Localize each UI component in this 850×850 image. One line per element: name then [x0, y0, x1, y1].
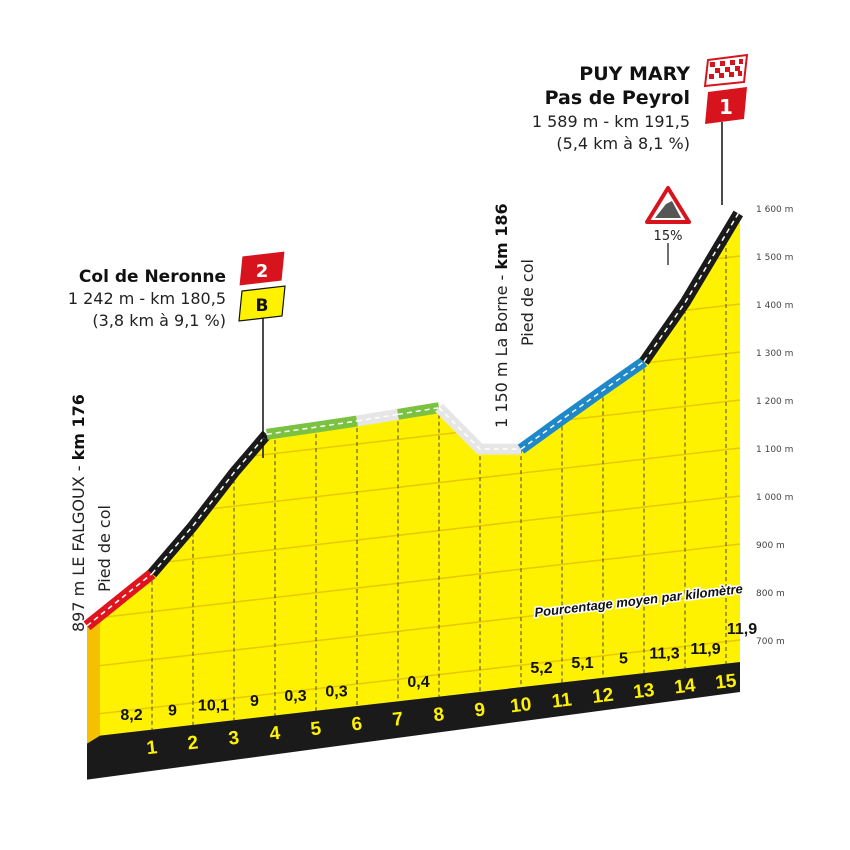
gridline	[100, 639, 740, 715]
grade-label: 0,3	[325, 683, 347, 700]
col-de-neronne-climb: (3,8 km à 9,1 %)	[92, 311, 226, 330]
y-tick-label: 700 m	[756, 637, 785, 647]
col-de-neronne-detail: 1 242 m - km 180,5	[68, 289, 226, 308]
profile-fill	[100, 213, 740, 736]
steep-gradient-warning-icon	[645, 186, 691, 224]
km-base-strip	[87, 662, 740, 780]
la-borne-annotation: 1 150 m La Borne - km 186 Pied de col	[492, 203, 537, 428]
y-tick-label: 800 m	[756, 589, 785, 599]
la-borne-label: 1 150 m La Borne -	[492, 270, 511, 428]
y-tick-label: 900 m	[756, 541, 785, 551]
bonus-b-flag-icon: B	[238, 285, 286, 322]
col-de-neronne-name: Col de Neronne	[79, 267, 226, 287]
svg-text:2: 2	[256, 261, 269, 282]
road-centerline	[397, 406, 440, 416]
y-tick-label: 1 500 m	[756, 253, 793, 263]
grade-label: 9	[250, 693, 259, 710]
km-tick-label: 3	[227, 728, 240, 750]
gridline	[100, 543, 740, 619]
start-foot-label: Pied de col	[95, 505, 114, 592]
km-tick-label: 5	[309, 718, 322, 740]
puy-mary-detail: 1 589 m - km 191,5	[532, 112, 690, 131]
category-2-flag-icon: 2	[238, 250, 286, 287]
la-borne-km: km 186	[492, 203, 511, 269]
svg-text:1: 1	[719, 95, 733, 119]
grade-label: 5,1	[571, 655, 593, 672]
svg-text:897 m LE FALGOUX - km 176: 897 m LE FALGOUX - km 176	[69, 394, 88, 632]
road-centerline	[266, 420, 358, 436]
km-tick-label: 2	[186, 732, 199, 754]
road-centerline	[151, 433, 268, 575]
svg-text:1 150 m La Borne - km 186: 1 150 m La Borne - km 186	[492, 203, 511, 428]
road-centerline	[86, 573, 153, 627]
km-tick-label: 8	[432, 704, 445, 726]
grade-label: 0,4	[407, 674, 429, 691]
grade-label: 5	[619, 650, 628, 667]
km-tick-label: 14	[673, 675, 697, 698]
grade-label: 8,2	[120, 707, 142, 724]
gridline	[100, 495, 740, 571]
grade-label: 5,2	[530, 660, 552, 677]
grade-label: 11,3	[649, 646, 679, 663]
gridline	[100, 591, 740, 667]
road-centerline	[438, 407, 522, 450]
grade-label: 10,1	[198, 698, 229, 715]
grade-label: 9	[168, 702, 177, 719]
km-tick-label: 15	[714, 670, 738, 693]
steep-gradient-value: 15%	[654, 229, 683, 244]
y-tick-label: 1 600 m	[756, 205, 793, 215]
km-tick-label: 13	[632, 680, 655, 703]
y-tick-label: 1 400 m	[756, 301, 793, 311]
km-tick-label: 11	[551, 689, 574, 712]
road-segment	[639, 210, 744, 365]
km-tick-label: 6	[350, 714, 363, 736]
y-tick-label: 1 000 m	[756, 493, 793, 503]
start-label: 897 m LE FALGOUX -	[69, 460, 88, 632]
km-tick-label: 4	[268, 723, 281, 745]
la-borne-foot-label: Pied de col	[518, 259, 537, 346]
puy-mary-name2: Pas de Peyrol	[545, 87, 690, 109]
puy-mary-climb: (5,4 km à 8,1 %)	[556, 134, 690, 153]
y-tick-label: 1 100 m	[756, 445, 793, 455]
category-1-flag-icon: 1	[705, 87, 747, 124]
y-tick-label: 1 300 m	[756, 349, 793, 359]
svg-text:B: B	[256, 296, 269, 316]
grade-label: 11,9	[727, 621, 757, 638]
km-tick-label: 10	[509, 694, 532, 717]
km-tick-label: 7	[391, 709, 404, 731]
grade-label: 0,3	[284, 688, 306, 705]
start-annotation: 897 m LE FALGOUX - km 176 Pied de col	[69, 394, 114, 632]
puy-mary-name: PUY MARY	[579, 63, 690, 85]
km-tick-label: 9	[473, 699, 486, 721]
y-tick-label: 1 200 m	[756, 397, 793, 407]
road-centerline	[356, 413, 399, 422]
finish-checkered-flag-icon	[703, 53, 749, 88]
km-tick-label: 1	[145, 737, 158, 759]
km-tick-label: 12	[591, 685, 614, 708]
profile-side-face	[87, 617, 100, 744]
grade-label: 11,9	[690, 641, 720, 658]
road-centerline	[520, 360, 645, 450]
start-km: km 176	[69, 394, 88, 460]
